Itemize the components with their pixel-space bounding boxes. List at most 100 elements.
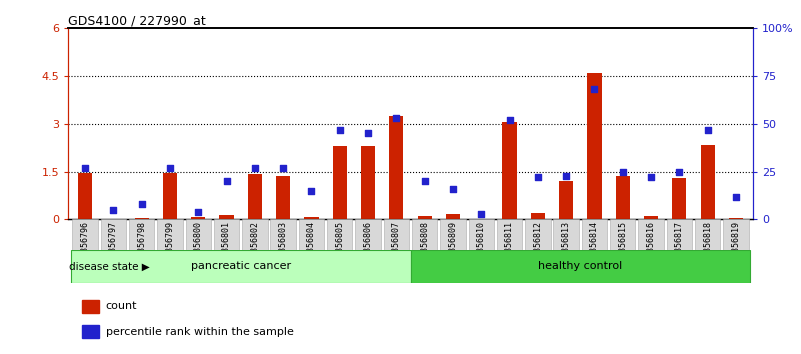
FancyBboxPatch shape — [327, 219, 352, 250]
Point — [192, 209, 205, 215]
Point — [503, 117, 516, 123]
FancyBboxPatch shape — [723, 219, 749, 250]
FancyBboxPatch shape — [72, 219, 98, 250]
FancyBboxPatch shape — [242, 219, 268, 250]
Bar — [729, 218, 743, 219]
FancyBboxPatch shape — [525, 219, 550, 250]
Text: GSM356796: GSM356796 — [81, 221, 90, 266]
Text: GSM356813: GSM356813 — [562, 221, 570, 266]
Point — [163, 165, 176, 171]
FancyBboxPatch shape — [157, 219, 183, 250]
Text: GSM356819: GSM356819 — [731, 221, 740, 266]
FancyBboxPatch shape — [101, 219, 126, 250]
Point — [560, 173, 573, 178]
Point — [135, 201, 148, 207]
Bar — [135, 218, 149, 219]
Text: pancreatic cancer: pancreatic cancer — [191, 261, 291, 272]
Point — [248, 165, 261, 171]
Point — [418, 178, 431, 184]
Bar — [78, 173, 92, 219]
FancyBboxPatch shape — [384, 219, 409, 250]
Text: GSM356802: GSM356802 — [251, 221, 260, 266]
Text: GSM356798: GSM356798 — [137, 221, 146, 266]
Text: GSM356808: GSM356808 — [421, 221, 429, 266]
FancyBboxPatch shape — [271, 219, 296, 250]
Point — [446, 186, 459, 192]
FancyBboxPatch shape — [582, 219, 607, 250]
Text: GSM356804: GSM356804 — [307, 221, 316, 266]
Bar — [616, 176, 630, 219]
Point — [588, 87, 601, 92]
FancyBboxPatch shape — [186, 219, 211, 250]
Point — [531, 175, 544, 180]
Bar — [389, 116, 404, 219]
Point — [390, 115, 403, 121]
FancyBboxPatch shape — [497, 219, 522, 250]
FancyBboxPatch shape — [469, 219, 494, 250]
Bar — [304, 217, 319, 219]
Text: count: count — [106, 301, 137, 311]
Bar — [502, 122, 517, 219]
Point — [645, 175, 658, 180]
Bar — [531, 213, 545, 219]
Bar — [163, 173, 177, 219]
Point — [333, 127, 346, 132]
FancyBboxPatch shape — [553, 219, 579, 250]
Point — [475, 211, 488, 217]
Text: GDS4100 / 227990_at: GDS4100 / 227990_at — [68, 14, 206, 27]
FancyBboxPatch shape — [71, 250, 410, 283]
FancyBboxPatch shape — [638, 219, 664, 250]
FancyBboxPatch shape — [666, 219, 692, 250]
Point — [730, 194, 743, 199]
Bar — [672, 178, 686, 219]
Point — [701, 127, 714, 132]
Bar — [191, 217, 205, 219]
Text: GSM356816: GSM356816 — [646, 221, 655, 266]
Bar — [332, 146, 347, 219]
Text: GSM356806: GSM356806 — [364, 221, 372, 266]
Text: GSM356814: GSM356814 — [590, 221, 599, 266]
Bar — [219, 215, 234, 219]
Point — [616, 169, 629, 175]
Point — [220, 178, 233, 184]
Text: percentile rank within the sample: percentile rank within the sample — [106, 327, 294, 337]
Bar — [587, 73, 602, 219]
Bar — [446, 214, 460, 219]
Bar — [701, 144, 714, 219]
FancyBboxPatch shape — [356, 219, 380, 250]
FancyBboxPatch shape — [299, 219, 324, 250]
Bar — [82, 300, 99, 313]
Text: GSM356800: GSM356800 — [194, 221, 203, 266]
Text: GSM356805: GSM356805 — [336, 221, 344, 266]
Bar — [559, 181, 574, 219]
Bar — [361, 146, 375, 219]
Bar — [248, 174, 262, 219]
FancyBboxPatch shape — [610, 219, 635, 250]
Text: GSM356815: GSM356815 — [618, 221, 627, 266]
Bar — [417, 216, 432, 219]
Point — [673, 169, 686, 175]
Text: GSM356810: GSM356810 — [477, 221, 485, 266]
Bar — [276, 176, 290, 219]
Point — [107, 207, 120, 213]
Point — [78, 165, 91, 171]
Text: GSM356812: GSM356812 — [533, 221, 542, 266]
Point — [305, 188, 318, 194]
Bar — [82, 325, 99, 338]
Text: GSM356817: GSM356817 — [675, 221, 684, 266]
Text: GSM356818: GSM356818 — [703, 221, 712, 266]
Point — [362, 131, 375, 136]
FancyBboxPatch shape — [412, 219, 437, 250]
FancyBboxPatch shape — [695, 219, 720, 250]
Text: GSM356803: GSM356803 — [279, 221, 288, 266]
FancyBboxPatch shape — [129, 219, 155, 250]
Text: GSM356799: GSM356799 — [166, 221, 175, 266]
Text: disease state ▶: disease state ▶ — [69, 261, 150, 272]
Point — [277, 165, 290, 171]
Text: healthy control: healthy control — [538, 261, 622, 272]
Text: GSM356807: GSM356807 — [392, 221, 400, 266]
Text: GSM356811: GSM356811 — [505, 221, 514, 266]
Bar — [644, 216, 658, 219]
FancyBboxPatch shape — [410, 250, 750, 283]
FancyBboxPatch shape — [214, 219, 239, 250]
